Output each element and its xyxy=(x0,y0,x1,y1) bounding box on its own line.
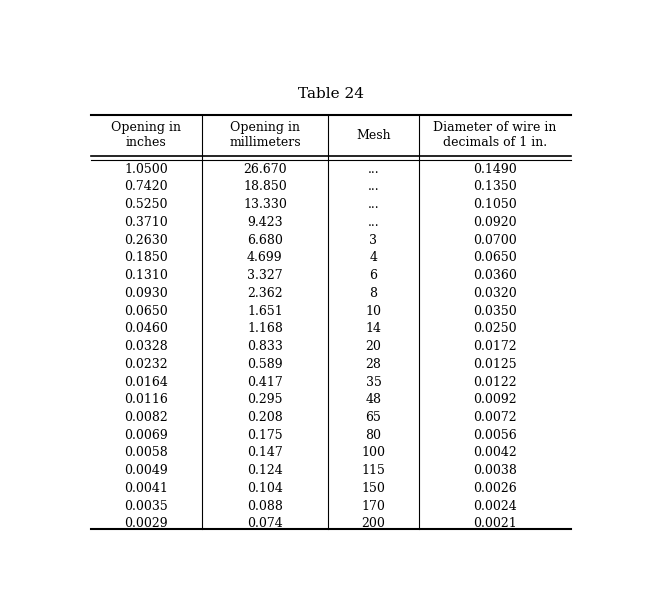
Text: 10: 10 xyxy=(366,304,381,318)
Text: 14: 14 xyxy=(366,322,381,335)
Text: ...: ... xyxy=(368,180,379,194)
Text: 0.0172: 0.0172 xyxy=(473,340,517,353)
Text: 0.0125: 0.0125 xyxy=(473,358,517,371)
Text: 0.0041: 0.0041 xyxy=(124,482,168,495)
Text: 0.088: 0.088 xyxy=(247,500,283,513)
Text: 4: 4 xyxy=(370,251,377,264)
Text: 0.833: 0.833 xyxy=(247,340,283,353)
Text: 0.0026: 0.0026 xyxy=(473,482,517,495)
Text: 0.5250: 0.5250 xyxy=(124,198,168,211)
Text: 0.0038: 0.0038 xyxy=(473,464,517,477)
Text: 170: 170 xyxy=(362,500,386,513)
Text: 0.0328: 0.0328 xyxy=(124,340,168,353)
Text: 3.327: 3.327 xyxy=(247,269,283,282)
Text: 0.147: 0.147 xyxy=(247,446,283,460)
Text: 0.0029: 0.0029 xyxy=(124,517,168,531)
Text: 0.104: 0.104 xyxy=(247,482,283,495)
Text: 0.0320: 0.0320 xyxy=(473,287,517,300)
Text: 8: 8 xyxy=(370,287,377,300)
Text: 0.1490: 0.1490 xyxy=(473,163,517,175)
Text: 0.1050: 0.1050 xyxy=(473,198,517,211)
Text: 0.0920: 0.0920 xyxy=(473,216,517,229)
Text: Opening in
inches: Opening in inches xyxy=(111,122,181,149)
Text: ...: ... xyxy=(368,198,379,211)
Text: 0.0232: 0.0232 xyxy=(124,358,168,371)
Text: 100: 100 xyxy=(361,446,386,460)
Text: 4.699: 4.699 xyxy=(247,251,283,264)
Text: 115: 115 xyxy=(362,464,386,477)
Text: 20: 20 xyxy=(366,340,381,353)
Text: 35: 35 xyxy=(366,376,381,388)
Text: 0.2630: 0.2630 xyxy=(124,234,168,247)
Text: Diameter of wire in
decimals of 1 in.: Diameter of wire in decimals of 1 in. xyxy=(433,122,557,149)
Text: 0.0650: 0.0650 xyxy=(473,251,517,264)
Text: 0.208: 0.208 xyxy=(247,411,283,424)
Text: Opening in
millimeters: Opening in millimeters xyxy=(229,122,301,149)
Text: 0.0058: 0.0058 xyxy=(124,446,168,460)
Text: 0.074: 0.074 xyxy=(247,517,283,531)
Text: 3: 3 xyxy=(370,234,377,247)
Text: 0.0082: 0.0082 xyxy=(124,411,168,424)
Text: 9.423: 9.423 xyxy=(247,216,283,229)
Text: 0.0350: 0.0350 xyxy=(473,304,517,318)
Text: 0.0360: 0.0360 xyxy=(473,269,517,282)
Text: 6: 6 xyxy=(370,269,377,282)
Text: 0.0116: 0.0116 xyxy=(124,393,168,407)
Text: 1.651: 1.651 xyxy=(247,304,283,318)
Text: ...: ... xyxy=(368,163,379,175)
Text: 0.0024: 0.0024 xyxy=(473,500,517,513)
Text: 0.0460: 0.0460 xyxy=(124,322,168,335)
Text: 65: 65 xyxy=(366,411,381,424)
Text: 0.175: 0.175 xyxy=(247,429,283,442)
Text: 0.7420: 0.7420 xyxy=(124,180,168,194)
Text: Table 24: Table 24 xyxy=(297,87,364,100)
Text: 0.0700: 0.0700 xyxy=(473,234,517,247)
Text: 6.680: 6.680 xyxy=(247,234,283,247)
Text: 0.0049: 0.0049 xyxy=(124,464,168,477)
Text: 0.1850: 0.1850 xyxy=(124,251,168,264)
Text: 0.0035: 0.0035 xyxy=(124,500,168,513)
Text: 2.362: 2.362 xyxy=(247,287,283,300)
Text: 0.3710: 0.3710 xyxy=(124,216,168,229)
Text: 28: 28 xyxy=(366,358,381,371)
Text: 0.0164: 0.0164 xyxy=(124,376,168,388)
Text: 48: 48 xyxy=(366,393,381,407)
Text: 0.295: 0.295 xyxy=(247,393,283,407)
Text: 0.124: 0.124 xyxy=(247,464,283,477)
Text: 0.0042: 0.0042 xyxy=(473,446,517,460)
Text: 80: 80 xyxy=(366,429,381,442)
Text: 1.0500: 1.0500 xyxy=(124,163,168,175)
Text: 0.0056: 0.0056 xyxy=(473,429,517,442)
Text: 13.330: 13.330 xyxy=(243,198,287,211)
Text: 0.0122: 0.0122 xyxy=(473,376,517,388)
Text: 0.417: 0.417 xyxy=(247,376,283,388)
Text: 200: 200 xyxy=(362,517,386,531)
Text: 0.0021: 0.0021 xyxy=(473,517,517,531)
Text: 150: 150 xyxy=(362,482,386,495)
Text: 0.0930: 0.0930 xyxy=(124,287,168,300)
Text: 0.0069: 0.0069 xyxy=(124,429,168,442)
Text: 0.1310: 0.1310 xyxy=(124,269,168,282)
Text: 0.0250: 0.0250 xyxy=(473,322,517,335)
Text: 0.589: 0.589 xyxy=(247,358,283,371)
Text: ...: ... xyxy=(368,216,379,229)
Text: 26.670: 26.670 xyxy=(243,163,287,175)
Text: 18.850: 18.850 xyxy=(243,180,287,194)
Text: 0.0092: 0.0092 xyxy=(473,393,517,407)
Text: 0.1350: 0.1350 xyxy=(473,180,517,194)
Text: Mesh: Mesh xyxy=(356,129,391,142)
Text: 0.0650: 0.0650 xyxy=(124,304,168,318)
Text: 1.168: 1.168 xyxy=(247,322,283,335)
Text: 0.0072: 0.0072 xyxy=(473,411,517,424)
